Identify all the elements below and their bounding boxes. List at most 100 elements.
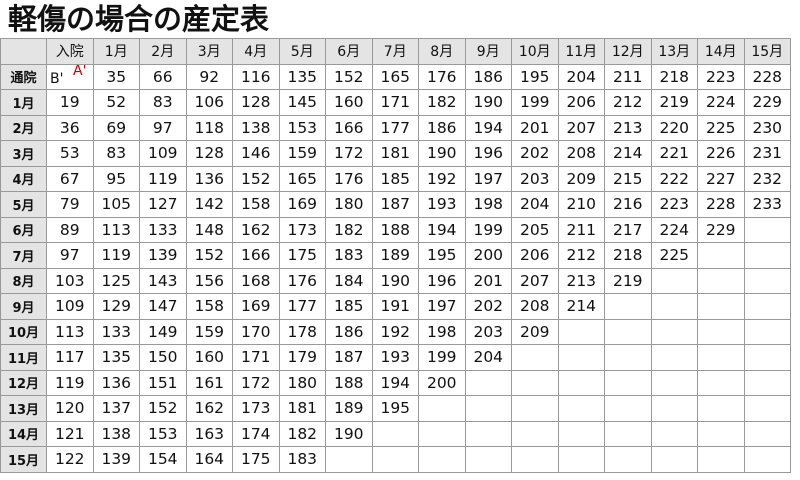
table-cell: 210: [557, 191, 605, 218]
column-header: 6月: [325, 38, 373, 65]
table-cell: [650, 318, 698, 345]
table-cell: 129: [92, 293, 140, 320]
table-cell: 173: [232, 395, 280, 422]
table-cell: 208: [511, 293, 559, 320]
table-cell: [650, 446, 698, 473]
table-cell: 218: [604, 242, 652, 269]
table-cell: [743, 318, 791, 345]
table-cell: 166: [232, 242, 280, 269]
table-cell: 224: [697, 89, 745, 116]
table-row: 7月 97 119 139 152 166 175 183 189 195 200 206 212 218…: [0, 242, 791, 269]
table-row: 10月 113 133 149 159 170 178 186 192 198 203 209: [0, 318, 791, 345]
table-cell: 138: [232, 114, 280, 141]
table-cell: 213: [604, 114, 652, 141]
table-cell: 159: [278, 140, 326, 167]
table-cell: 188: [371, 216, 419, 243]
table-cell: 19: [46, 89, 94, 116]
table-cell: 186: [464, 63, 512, 90]
row-header: 9月: [0, 293, 47, 320]
row-header: 7月: [0, 242, 47, 269]
table-cell: 213: [557, 267, 605, 294]
table-cell: 106: [185, 89, 233, 116]
ab-cell: B' A': [46, 63, 94, 90]
table-cell: 193: [418, 191, 466, 218]
table-cell: 212: [557, 242, 605, 269]
column-header: 14月: [697, 38, 745, 65]
table-cell: 148: [185, 216, 233, 243]
table-cell: 190: [464, 89, 512, 116]
table-cell: 139: [92, 446, 140, 473]
table-row: 6月 89 113 133 148 162 173 182 188 194 199 205 211 217…: [0, 216, 791, 243]
table-cell: 231: [743, 140, 791, 167]
table-cell: 152: [139, 395, 187, 422]
table-cell: 152: [325, 63, 373, 90]
table-cell: [511, 446, 559, 473]
table-cell: 186: [418, 114, 466, 141]
table-cell: [557, 446, 605, 473]
table-cell: [743, 216, 791, 243]
table-cell: 181: [371, 140, 419, 167]
table-cell: 225: [697, 114, 745, 141]
row-header: 11月: [0, 344, 47, 371]
row-header: 3月: [0, 140, 47, 167]
table-cell: 184: [325, 267, 373, 294]
table-cell: 143: [139, 267, 187, 294]
table-cell: 92: [185, 63, 233, 90]
table-cell: 201: [511, 114, 559, 141]
table-cell: 89: [46, 216, 94, 243]
table-cell: 113: [46, 318, 94, 345]
table-row: 15月 122 139 154 164 175 183: [0, 446, 791, 473]
table-cell: [604, 446, 652, 473]
table-cell: 142: [185, 191, 233, 218]
table-cell: 165: [278, 165, 326, 192]
table-cell: 189: [371, 242, 419, 269]
table-cell: 176: [325, 165, 373, 192]
table-cell: 187: [371, 191, 419, 218]
table-cell: 182: [418, 89, 466, 116]
column-header: 12月: [604, 38, 652, 65]
table-cell: 109: [46, 293, 94, 320]
table-cell: 83: [139, 89, 187, 116]
table-cell: 192: [418, 165, 466, 192]
table-cell: 197: [418, 293, 466, 320]
table-cell: 229: [743, 89, 791, 116]
table-cell: 170: [232, 318, 280, 345]
column-header: 5月: [278, 38, 326, 65]
table-cell: [604, 318, 652, 345]
table-cell: 138: [92, 420, 140, 447]
table-cell: 181: [278, 395, 326, 422]
table-cell: 230: [743, 114, 791, 141]
table-cell: 83: [92, 140, 140, 167]
table-cell: 109: [139, 140, 187, 167]
table-row: 5月 79 105 127 142 158 169 180 187 193 198 204 210 216…: [0, 191, 791, 218]
table-cell: 176: [278, 267, 326, 294]
table-cell: 207: [511, 267, 559, 294]
table-cell: [464, 420, 512, 447]
table-cell: 151: [139, 369, 187, 396]
table-cell: 229: [697, 216, 745, 243]
table-cell: 177: [371, 114, 419, 141]
table-cell: 165: [371, 63, 419, 90]
table-cell: 215: [604, 165, 652, 192]
table-cell: 216: [604, 191, 652, 218]
table-row: 4月 67 95 119 136 152 165 176 185 192 197 203 209 215 2…: [0, 165, 791, 192]
table-cell: [697, 446, 745, 473]
table-cell: 197: [464, 165, 512, 192]
table-cell: 137: [92, 395, 140, 422]
column-header: 2月: [139, 38, 187, 65]
table-cell: 66: [139, 63, 187, 90]
table-row: 3月 53 83 109 128 146 159 172 181 190 196 202 208 214 2…: [0, 140, 791, 167]
table-cell: 203: [464, 318, 512, 345]
table-row: 9月 109 129 147 158 169 177 185 191 197 202 208 214: [0, 293, 791, 320]
table-cell: 218: [650, 63, 698, 90]
table-cell: 226: [697, 140, 745, 167]
table-cell: 97: [46, 242, 94, 269]
table-cell: [464, 446, 512, 473]
table-cell: 214: [557, 293, 605, 320]
row-header: 2月: [0, 114, 47, 141]
table-cell: 133: [92, 318, 140, 345]
table-cell: 222: [650, 165, 698, 192]
table-cell: [604, 420, 652, 447]
table-cell: 95: [92, 165, 140, 192]
table-cell: 227: [697, 165, 745, 192]
